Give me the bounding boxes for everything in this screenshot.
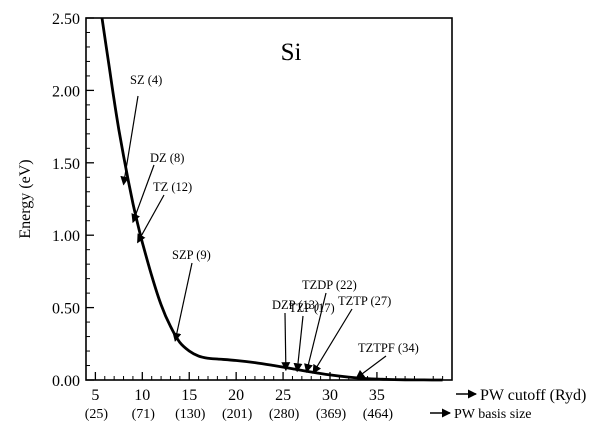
annotations: SZ (4) DZ (8) TZ (12) SZP (9) DZP (13)TZP (1… (120, 73, 419, 379)
x-axis-title: PW cutoff (Ryd) (480, 387, 586, 404)
axis-labels: Energy (eV) PW cutoff (Ryd) PW basis size S… (17, 39, 586, 422)
x-tick-label: 25 (275, 387, 291, 404)
annotation-label: TZTPF (34) (358, 341, 419, 355)
annotation-arrow-icon (355, 355, 387, 379)
y-tick-label: 1.00 (52, 228, 80, 245)
x-tick-label: 35 (369, 387, 385, 404)
annotation-label: TZTP (27) (338, 294, 391, 308)
annotation-arrow-icon (312, 308, 353, 374)
y-tick-label: 1.50 (52, 156, 80, 173)
annotation-label: TZ (12) (153, 180, 192, 194)
annotation-label: DZ (8) (150, 151, 184, 165)
x2-tick-label: (369) (316, 407, 347, 422)
annotation-arrow-icon (293, 315, 304, 373)
y-tick-label: 0.00 (52, 373, 80, 390)
annotation-arrow-icon (172, 262, 193, 342)
annotation-label: SZP (9) (172, 248, 211, 262)
x2-tick-label: (201) (222, 407, 253, 422)
energy-curve (100, 17, 443, 382)
x2-tick-label: (280) (269, 407, 300, 422)
annotation-label: SZ (4) (130, 73, 162, 87)
panel-label: Si (281, 39, 302, 66)
x-tick-label: 5 (91, 387, 99, 404)
plot-border (85, 17, 453, 381)
annotation-arrow-icon (137, 194, 165, 244)
x-tick-label: 20 (228, 387, 244, 404)
x2-tick-label: (464) (363, 407, 394, 422)
plot-frame (85, 17, 453, 381)
y-tick-label: 0.50 (52, 301, 80, 318)
axis-ticks: 5 (25) 10 (71) 15 (130) 20 (201) 25 (280) 30 (369) 3… (52, 11, 444, 422)
series-layer (100, 17, 443, 382)
annotation-label: TZDP (22) (302, 278, 357, 292)
annotation-arrow-icon (131, 164, 155, 224)
x-tick-label: 30 (322, 387, 338, 404)
x2-axis-title: PW basis size (454, 407, 532, 422)
annotation-arrow-icon (120, 95, 139, 186)
x-tick-label: 15 (181, 387, 197, 404)
x2-tick-label: (25) (85, 407, 109, 422)
y-tick-label: 2.50 (52, 11, 80, 28)
x-tick-label: 10 (134, 387, 150, 404)
annotation-arrow-icon (281, 312, 291, 372)
annotation-label: DZP (13) (272, 298, 319, 312)
x2-tick-label: (71) (132, 407, 156, 422)
annotation-arrow-icon (304, 292, 327, 374)
y-tick-label: 2.00 (52, 83, 80, 100)
y-axis-title: Energy (eV) (17, 159, 34, 238)
x2-tick-label: (130) (175, 407, 206, 422)
annotation-label: TZP (17) (289, 301, 335, 315)
